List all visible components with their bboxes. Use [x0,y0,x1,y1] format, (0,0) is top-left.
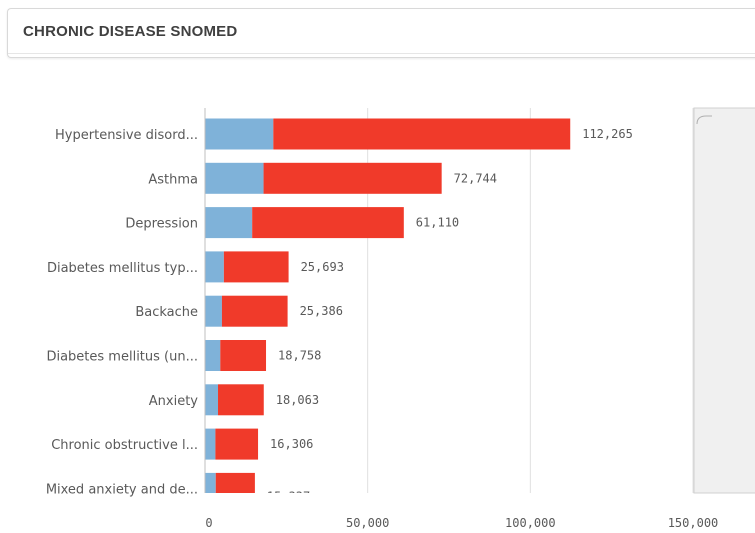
bar-value-label: 25,386 [300,304,343,318]
bar-value-label: 112,265 [582,127,633,141]
bar-segment-b[interactable] [221,295,288,327]
category-label[interactable]: Chronic obstructive l... [51,438,198,453]
bar-segment-b[interactable] [215,428,259,460]
bar-value-label: 61,110 [416,216,459,230]
category-label[interactable]: Backache [135,305,198,320]
bar-segment-b[interactable] [220,340,267,371]
side-panel [693,107,755,494]
bar-segment-a[interactable] [205,428,216,460]
bar-value-label: 18,063 [276,393,319,407]
bar-segment-b[interactable] [215,472,255,504]
x-tick-label: 0 [205,516,212,530]
bar-segment-b[interactable] [252,207,404,239]
bar-segment-a[interactable] [205,162,264,194]
x-tick-label: 100,000 [505,516,556,530]
bar-segment-a[interactable] [205,118,274,150]
category-label[interactable]: Depression [125,217,198,232]
bar-segment-b[interactable] [273,118,571,150]
category-label[interactable]: Diabetes mellitus typ... [47,261,198,276]
bar-segment-a[interactable] [205,295,222,327]
bar-value-label: 18,758 [278,349,321,363]
bar-segment-a[interactable] [205,384,219,416]
bar-value-label: 72,744 [454,171,497,185]
bar-segment-a[interactable] [205,472,216,504]
category-label[interactable]: Diabetes mellitus (un... [46,350,198,365]
x-tick-label: 50,000 [346,516,389,530]
category-label[interactable]: Mixed anxiety and de... [46,482,198,497]
category-label[interactable]: Hypertensive disord... [55,128,198,143]
chart-header: CHRONIC DISEASE SNOMED [7,8,755,58]
bar-value-label: 15,337 [267,489,310,503]
header-divider [8,53,755,54]
bar-segment-a[interactable] [205,207,253,239]
category-label[interactable]: Asthma [148,172,198,187]
x-tick-label: 150,000 [668,516,719,530]
bar-segment-b[interactable] [218,384,264,416]
side-panel-corner-icon [696,115,712,125]
bar-segment-a[interactable] [205,340,221,371]
chart-title: CHRONIC DISEASE SNOMED [23,23,238,40]
bar-value-label: 16,306 [270,437,313,451]
bar-segment-b[interactable] [263,162,442,194]
bar-value-label: 25,693 [301,260,344,274]
bar-segment-b[interactable] [223,251,289,283]
category-label[interactable]: Anxiety [149,394,199,409]
bars-group: 112,265 72,744 61,110 25,693 25,386 18,758 18,… [205,118,633,504]
bar-segment-a[interactable] [205,251,224,283]
